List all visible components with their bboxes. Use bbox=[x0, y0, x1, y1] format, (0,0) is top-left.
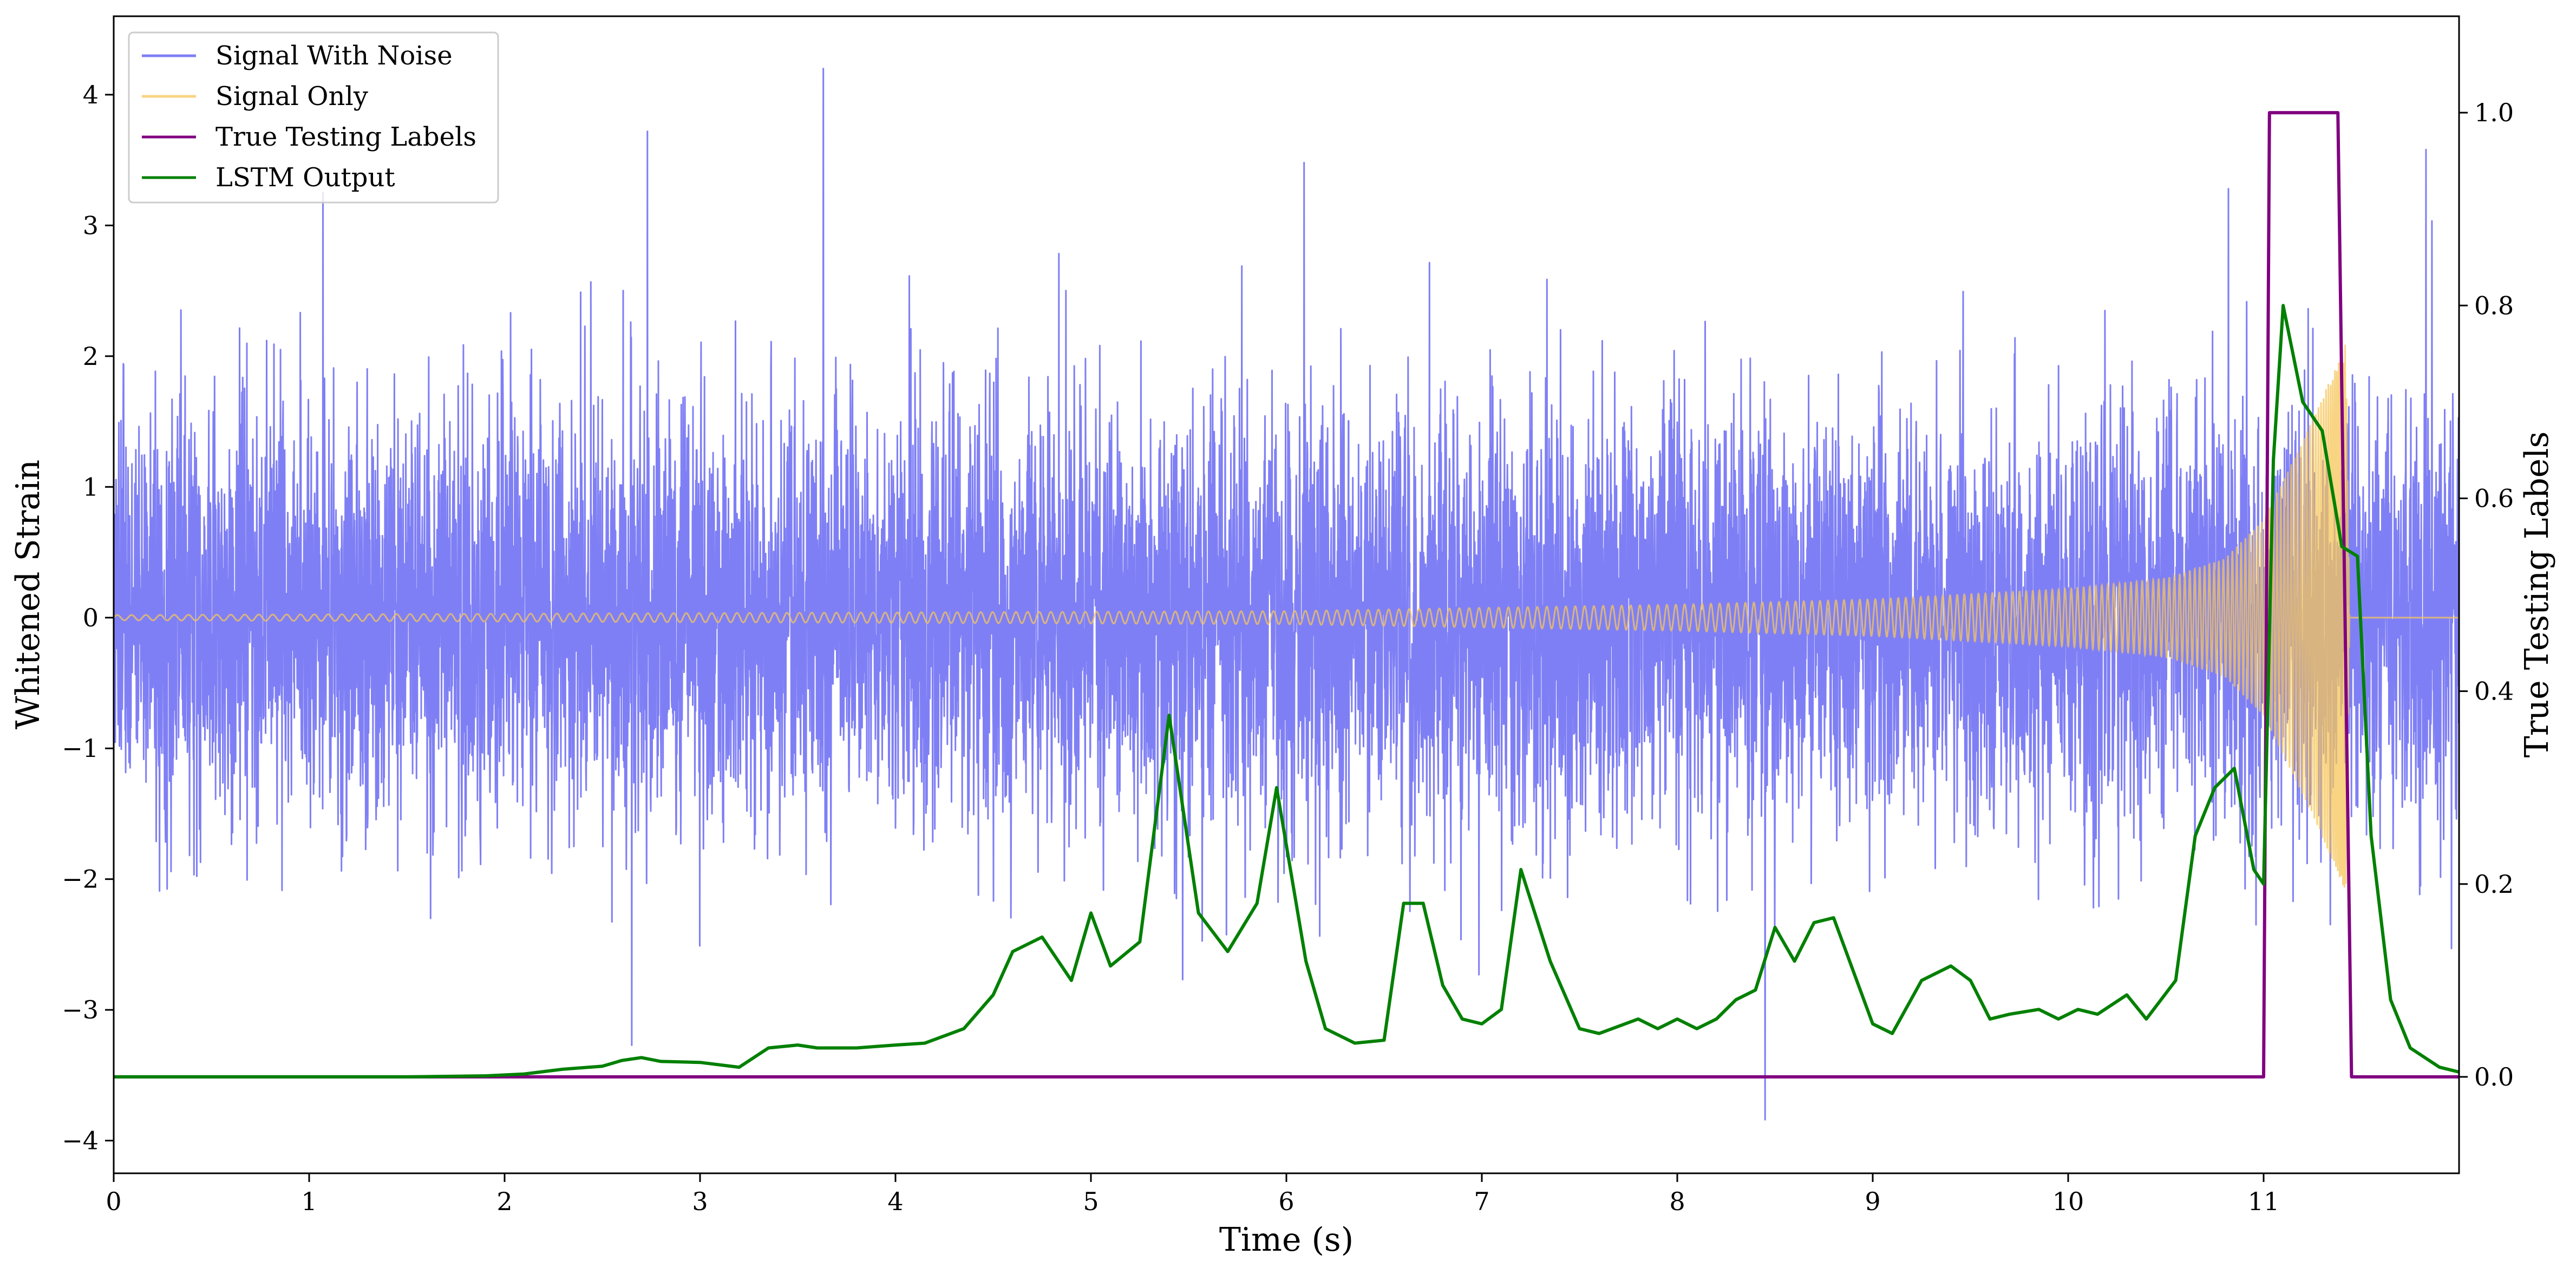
y-tick-label: −1 bbox=[62, 734, 99, 763]
series-signal-with-noise bbox=[114, 68, 2459, 1121]
legend-label-true-testing-labels: True Testing Labels bbox=[215, 122, 476, 152]
y-right-tick-label: 0.0 bbox=[2474, 1062, 2514, 1092]
legend-label-lstm-output: LSTM Output bbox=[215, 162, 395, 193]
x-tick-label: 4 bbox=[887, 1187, 903, 1216]
y-tick-label: −2 bbox=[62, 865, 99, 894]
series-lstm-output bbox=[114, 304, 2459, 1079]
y-tick-label: −3 bbox=[62, 995, 99, 1024]
x-tick-label: 9 bbox=[1865, 1187, 1880, 1216]
y-axis-right: 0.0 0.2 0.4 0.6 0.8 1.0 bbox=[2459, 98, 2514, 1092]
y-right-tick-label: 0.2 bbox=[2474, 870, 2514, 899]
y-axis-left: −4 −3 −2 −1 0 1 2 3 4 bbox=[62, 80, 114, 1155]
y-right-tick-label: 0.8 bbox=[2474, 291, 2514, 320]
y-right-tick-label: 0.6 bbox=[2474, 484, 2514, 513]
series-layer bbox=[114, 68, 2459, 1121]
x-tick-label: 1 bbox=[301, 1187, 317, 1216]
legend: Signal With Noise Signal Only True Testi… bbox=[128, 31, 499, 204]
y-tick-label: 1 bbox=[83, 472, 99, 501]
y-right-tick-label: 0.4 bbox=[2474, 677, 2514, 706]
x-tick-label: 7 bbox=[1474, 1187, 1489, 1216]
y-tick-label: 0 bbox=[83, 603, 99, 632]
x-tick-label: 11 bbox=[2248, 1187, 2280, 1216]
x-tick-label: 5 bbox=[1083, 1187, 1099, 1216]
y-tick-label: 3 bbox=[83, 211, 99, 240]
y-right-tick-label: 1.0 bbox=[2474, 98, 2514, 127]
x-tick-label: 2 bbox=[496, 1187, 512, 1216]
legend-label-signal-with-noise: Signal With Noise bbox=[215, 41, 453, 71]
legend-box bbox=[128, 31, 499, 204]
y-tick-label: 2 bbox=[83, 342, 99, 371]
y-tick-label: −4 bbox=[62, 1126, 99, 1155]
x-tick-label: 8 bbox=[1669, 1187, 1685, 1216]
legend-label-signal-only: Signal Only bbox=[215, 81, 368, 112]
x-tick-label: 6 bbox=[1278, 1187, 1294, 1216]
y-tick-label: 4 bbox=[83, 80, 99, 109]
x-axis: 0 1 2 3 4 5 6 7 8 9 10 11 bbox=[106, 1173, 2279, 1216]
series-true-testing-labels bbox=[114, 111, 2459, 1079]
x-tick-label: 3 bbox=[692, 1187, 708, 1216]
y-axis-title-right: True Testing Labels bbox=[2518, 432, 2556, 758]
y-axis-title-left: Whitened Strain bbox=[9, 460, 47, 729]
series-signal-only bbox=[114, 344, 2459, 888]
x-axis-title: Time (s) bbox=[1219, 1221, 1354, 1259]
x-tick-label: 10 bbox=[2052, 1187, 2084, 1216]
x-tick-label: 0 bbox=[106, 1187, 121, 1216]
